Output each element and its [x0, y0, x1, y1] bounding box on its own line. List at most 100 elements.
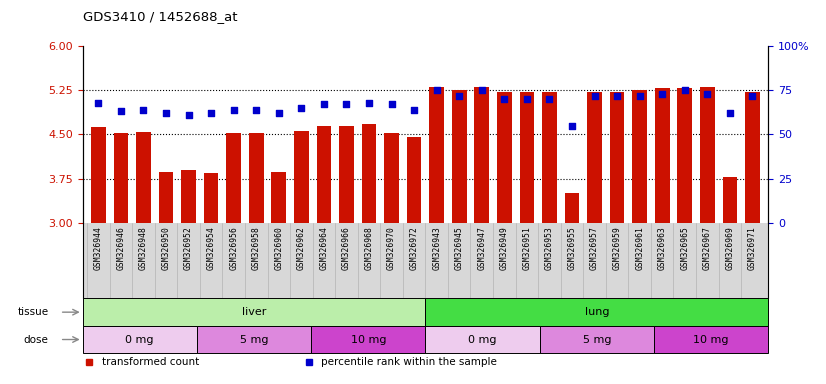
Bar — [425, 326, 539, 353]
Text: GSM326946: GSM326946 — [116, 227, 126, 270]
Text: GSM326968: GSM326968 — [364, 227, 373, 270]
Text: GSM326950: GSM326950 — [162, 227, 170, 270]
Point — [656, 91, 669, 97]
Text: 5 mg: 5 mg — [582, 334, 611, 344]
Point — [633, 93, 646, 99]
Text: GSM326943: GSM326943 — [432, 227, 441, 270]
Point — [588, 93, 601, 99]
Text: GSM326969: GSM326969 — [725, 227, 734, 270]
Text: GSM326957: GSM326957 — [590, 227, 599, 270]
Point — [475, 87, 488, 93]
Text: GSM326971: GSM326971 — [748, 227, 757, 270]
Bar — [700, 87, 714, 223]
Text: transformed count: transformed count — [102, 358, 199, 367]
Bar — [497, 92, 511, 223]
Point — [137, 107, 150, 113]
Text: lung: lung — [585, 307, 609, 317]
Bar — [745, 92, 760, 223]
Bar — [384, 132, 399, 223]
Point — [746, 93, 759, 99]
Bar — [204, 173, 218, 223]
Text: percentile rank within the sample: percentile rank within the sample — [321, 358, 497, 367]
Point — [92, 99, 105, 106]
Bar — [272, 172, 286, 223]
Bar — [136, 132, 151, 223]
Bar — [654, 326, 768, 353]
Point — [249, 107, 263, 113]
Bar — [633, 90, 647, 223]
Point — [724, 110, 737, 116]
Point — [543, 96, 556, 102]
Bar — [406, 137, 421, 223]
Text: tissue: tissue — [17, 307, 49, 317]
Text: GSM326965: GSM326965 — [681, 227, 689, 270]
Bar — [474, 87, 489, 223]
Text: GSM326963: GSM326963 — [657, 227, 667, 270]
Text: liver: liver — [242, 307, 266, 317]
Bar — [542, 92, 557, 223]
Text: dose: dose — [23, 334, 49, 344]
Text: GSM326959: GSM326959 — [613, 227, 622, 270]
Point — [385, 101, 398, 108]
Point — [273, 110, 286, 116]
Bar — [610, 92, 624, 223]
Text: GSM326944: GSM326944 — [94, 227, 103, 270]
Text: GSM326945: GSM326945 — [455, 227, 463, 270]
Text: 10 mg: 10 mg — [350, 334, 386, 344]
Point — [565, 122, 578, 129]
Point — [610, 93, 624, 99]
Bar — [83, 326, 197, 353]
Text: GSM326948: GSM326948 — [139, 227, 148, 270]
Point — [363, 99, 376, 106]
Text: GSM326958: GSM326958 — [252, 227, 261, 270]
Bar — [316, 126, 331, 223]
Text: GSM326955: GSM326955 — [567, 227, 577, 270]
Bar — [197, 326, 311, 353]
Bar — [311, 326, 425, 353]
Text: 0 mg: 0 mg — [468, 334, 496, 344]
Point — [339, 101, 353, 108]
Text: GSM326952: GSM326952 — [184, 227, 193, 270]
Point — [182, 112, 195, 118]
Text: GSM326956: GSM326956 — [229, 227, 238, 270]
Bar — [452, 90, 467, 223]
Text: 0 mg: 0 mg — [126, 334, 154, 344]
Text: GSM326962: GSM326962 — [297, 227, 306, 270]
Text: GSM326961: GSM326961 — [635, 227, 644, 270]
Point — [159, 110, 173, 116]
Bar — [226, 133, 241, 223]
Point — [498, 96, 511, 102]
Bar — [114, 132, 128, 223]
Text: GSM326964: GSM326964 — [320, 227, 329, 270]
Bar — [362, 124, 377, 223]
Bar — [430, 87, 444, 223]
Bar — [83, 298, 425, 326]
Point — [114, 108, 127, 114]
Text: GSM326972: GSM326972 — [410, 227, 419, 270]
Bar — [339, 126, 354, 223]
Point — [453, 93, 466, 99]
Bar — [520, 92, 534, 223]
Text: 10 mg: 10 mg — [693, 334, 729, 344]
Text: GSM326960: GSM326960 — [274, 227, 283, 270]
Text: GSM326954: GSM326954 — [206, 227, 216, 270]
Text: 5 mg: 5 mg — [240, 334, 268, 344]
Text: GSM326967: GSM326967 — [703, 227, 712, 270]
Bar — [425, 298, 768, 326]
Bar — [655, 88, 670, 223]
Text: GSM326949: GSM326949 — [500, 227, 509, 270]
Point — [205, 110, 218, 116]
Bar — [539, 326, 654, 353]
Bar — [91, 127, 106, 223]
Text: GSM326953: GSM326953 — [545, 227, 554, 270]
Text: GSM326966: GSM326966 — [342, 227, 351, 270]
Text: GSM326970: GSM326970 — [387, 227, 396, 270]
Bar — [294, 131, 309, 223]
Bar — [159, 172, 173, 223]
Point — [430, 87, 444, 93]
Point — [407, 107, 420, 113]
Text: GSM326951: GSM326951 — [522, 227, 531, 270]
Point — [700, 91, 714, 97]
Bar — [249, 133, 263, 223]
Point — [317, 101, 330, 108]
